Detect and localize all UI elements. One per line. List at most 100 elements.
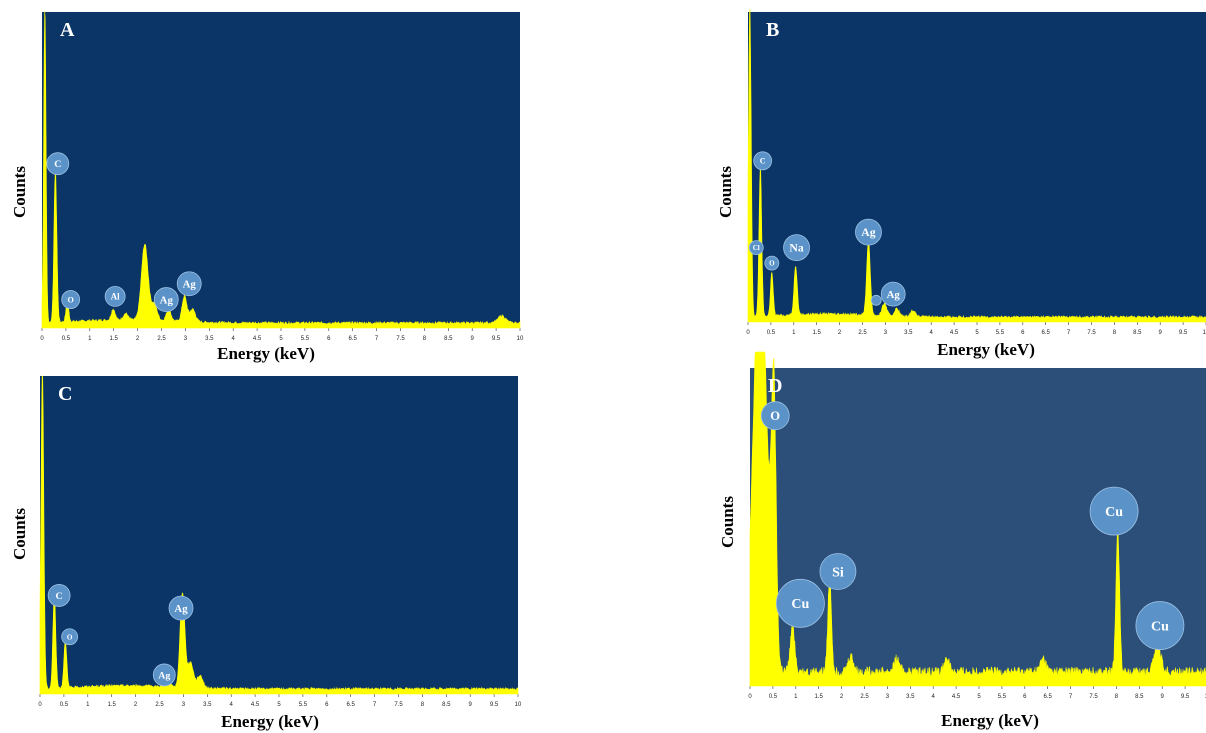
x-tick-label: 9.5 xyxy=(1181,694,1190,700)
peak-label-bubble xyxy=(47,584,71,607)
x-axis-label: Energy (keV) xyxy=(941,711,1039,730)
x-tick-label: 8 xyxy=(423,336,427,342)
x-tick-label: 2.5 xyxy=(860,694,869,700)
peak-label-text: Ag xyxy=(887,289,901,301)
peak-label-bubble xyxy=(880,281,906,307)
spectrum-trace xyxy=(39,375,519,695)
x-tick-label: 2.5 xyxy=(155,702,164,708)
panel-letter: A xyxy=(60,19,75,41)
x-tick-label: 7.5 xyxy=(1089,694,1098,700)
plot-background xyxy=(42,12,520,328)
x-tick-label: 3 xyxy=(884,330,888,336)
peak-label-bubble xyxy=(1089,486,1139,536)
x-tick-label: 4 xyxy=(230,702,234,708)
x-tick-label: 5 xyxy=(977,694,981,700)
peak-label-text: O xyxy=(67,633,73,641)
peak-label-text: O xyxy=(770,409,780,423)
panel-b: Counts 0 0.5 1 1.5 2 2.5 3 3.5 4 4.5 5 5.5 6 6.5 7 7.5 8… xyxy=(700,0,1206,368)
x-tick-label: 8.5 xyxy=(442,702,451,708)
x-tick-label: 9 xyxy=(471,336,475,342)
peak-label-text: Cl xyxy=(753,244,760,252)
peak-label-text: C xyxy=(56,591,63,602)
x-tick-label: 1.5 xyxy=(813,330,822,336)
x-tick-label: 0 xyxy=(38,702,42,708)
x-tick-label: 6.5 xyxy=(1042,330,1051,336)
peak-label-bubble xyxy=(753,151,773,171)
x-tick-label: 1.5 xyxy=(108,702,117,708)
x-axis-label: Energy (keV) xyxy=(937,340,1035,359)
spectrum-trace xyxy=(747,9,1206,323)
peak-label-bubble xyxy=(783,234,810,262)
peak-label-text: O xyxy=(68,295,74,304)
x-tick-label: 2 xyxy=(840,694,844,700)
peak-label-text: Cu xyxy=(791,597,809,612)
x-tick-label: 4 xyxy=(932,694,936,700)
panel-a: Counts 0 0.5 1 1.5 2 2.5 3 3.5 4 4.5 5 5.5 6 6.5 7 7.5 8… xyxy=(0,0,600,368)
x-tick-label: 8.5 xyxy=(444,336,453,342)
x-tick-label: 6.5 xyxy=(349,336,358,342)
x-tick-label: 2 xyxy=(136,336,140,342)
peak-label-bubble xyxy=(819,553,857,590)
x-tick-label: 4 xyxy=(232,336,236,342)
x-tick-label: 7.5 xyxy=(396,336,405,342)
peak-label-bubble xyxy=(168,595,194,621)
x-tick-label: 0.5 xyxy=(769,694,778,700)
x-tick-label: 0.5 xyxy=(767,330,776,336)
x-tick-label: 6.5 xyxy=(347,702,356,708)
peak-label-text: Na xyxy=(789,242,803,255)
peak-label-text: Ag xyxy=(174,603,188,615)
spectrum-trace xyxy=(41,11,521,329)
peak-label-text: Si xyxy=(832,565,844,580)
x-tick-label: 3.5 xyxy=(904,330,913,336)
x-tick-label: 9.5 xyxy=(1179,330,1188,336)
peak-label-bubble xyxy=(61,290,81,309)
x-tick-label: 8 xyxy=(1113,330,1117,336)
peak-label-text: Ag xyxy=(160,294,174,306)
x-tick-label: 2.5 xyxy=(858,330,867,336)
x-tick-label: 5 xyxy=(975,330,979,336)
x-tick-label: 6 xyxy=(325,702,329,708)
peak-label-bubble xyxy=(775,578,825,628)
x-tick-label: 6 xyxy=(1023,694,1027,700)
x-tick-label: 7 xyxy=(375,336,379,342)
spectrum-chart-b: 0 0.5 1 1.5 2 2.5 3 3.5 4 4.5 5 5.5 6 6.5 7 7.5 8 8.5 9 9.5… xyxy=(746,9,1206,336)
peak-label-bubble xyxy=(870,294,882,306)
x-tick-label: 1 xyxy=(794,694,798,700)
x-axis-label: Energy (keV) xyxy=(217,344,315,363)
x-tick-label: 5.5 xyxy=(299,702,308,708)
x-tick-label: 7 xyxy=(373,702,377,708)
x-tick-label: 7 xyxy=(1067,330,1071,336)
x-tick-label: 1 xyxy=(86,702,90,708)
x-tick-label: 6 xyxy=(327,336,331,342)
peak-label-text: Cu xyxy=(1105,505,1123,520)
panel-d: Counts 0 0.5 1 1.5 2 2.5 3 3.5 4 4.5 5 5.5 6 6.5 7 7.5 8… xyxy=(700,351,1206,733)
x-tick-label: 0 xyxy=(746,330,750,336)
x-tick-label: 6 xyxy=(1021,330,1025,336)
x-tick-label: 3.5 xyxy=(203,702,212,708)
x-tick-label: 10 xyxy=(1203,330,1206,336)
x-tick-label: 2 xyxy=(134,702,138,708)
peak-label-bubble xyxy=(760,401,790,431)
x-tick-label: 1 xyxy=(88,336,92,342)
peak-label-bubble xyxy=(61,628,79,646)
x-tick-label: 5 xyxy=(279,336,283,342)
peak-label-text: C xyxy=(760,157,766,166)
peak-label-bubble xyxy=(748,240,764,256)
x-tick-label: 9 xyxy=(1159,330,1163,336)
peak-label-bubble xyxy=(153,287,179,312)
plot-background xyxy=(40,376,518,694)
x-tick-label: 5 xyxy=(277,702,281,708)
x-tick-label: 10 xyxy=(517,336,524,342)
spectrum-chart-a: 0 0.5 1 1.5 2 2.5 3 3.5 4 4.5 5 5.5 6 6.5 7 7.5 8 8.5 9 9.5… xyxy=(40,11,524,342)
panel-letter: C xyxy=(58,383,72,405)
peak-label-text: Ag xyxy=(183,279,197,291)
peak-label-bubble xyxy=(46,152,70,176)
peak-label-bubble xyxy=(764,255,780,271)
x-tick-label: 7.5 xyxy=(394,702,403,708)
x-tick-label: 5.5 xyxy=(996,330,1005,336)
spectrum-chart-d: 0 0.5 1 1.5 2 2.5 3 3.5 4 4.5 5 5.5 6 6.5 7 7.5 8 8.5 9 9.5… xyxy=(748,351,1206,700)
x-axis-label: Energy (keV) xyxy=(221,712,319,731)
x-tick-label: 0 xyxy=(40,336,44,342)
panel-letter: D xyxy=(768,375,782,397)
peak-label-bubble xyxy=(1135,601,1185,650)
